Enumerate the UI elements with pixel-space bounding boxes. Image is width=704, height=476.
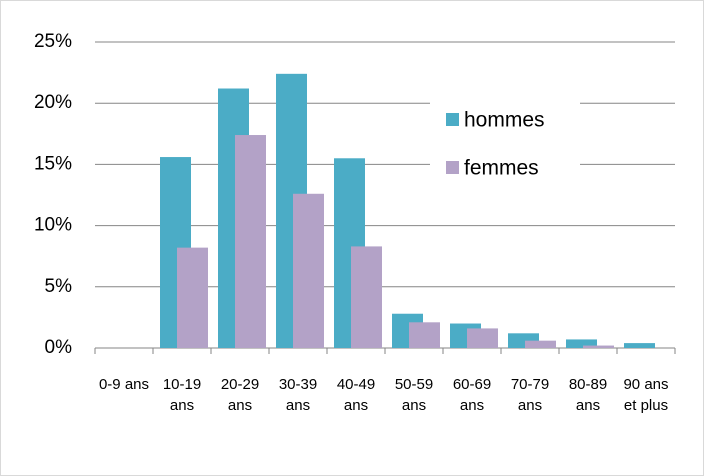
y-tick-label: 0% bbox=[45, 337, 73, 358]
y-tick-label: 20% bbox=[34, 92, 72, 113]
bar bbox=[409, 322, 440, 348]
x-tick-label: 50-59 ans bbox=[394, 376, 434, 414]
bar bbox=[293, 193, 324, 348]
bar bbox=[351, 246, 382, 348]
legend-swatch bbox=[446, 113, 459, 126]
y-tick-label: 5% bbox=[45, 276, 73, 297]
y-tick-label: 15% bbox=[34, 153, 72, 174]
bar bbox=[624, 343, 655, 348]
legend-label: femmes bbox=[464, 157, 539, 180]
x-tick-label: 60-69 ans bbox=[452, 376, 492, 414]
x-tick-label: 20-29 ans bbox=[220, 376, 260, 414]
bar bbox=[583, 345, 614, 348]
bar bbox=[235, 135, 266, 348]
y-tick-label: 25% bbox=[34, 31, 72, 52]
bar bbox=[525, 340, 556, 348]
x-tick-label: 70-79 ans bbox=[510, 376, 550, 414]
x-tick-label: 10-19 ans bbox=[162, 376, 202, 414]
x-tick-label: 30-39 ans bbox=[278, 376, 318, 414]
bar bbox=[467, 328, 498, 348]
x-tick-label: 0-9 ans bbox=[98, 376, 150, 393]
x-tick-label: 90 ans et plus bbox=[623, 376, 669, 414]
bar bbox=[177, 247, 208, 348]
bar bbox=[566, 339, 597, 348]
x-tick-label: 80-89 ans bbox=[568, 376, 608, 414]
legend-swatch bbox=[446, 161, 459, 174]
legend-label: hommes bbox=[464, 109, 545, 132]
x-tick-label: 40-49 ans bbox=[336, 376, 376, 414]
y-tick-label: 10% bbox=[34, 215, 72, 236]
